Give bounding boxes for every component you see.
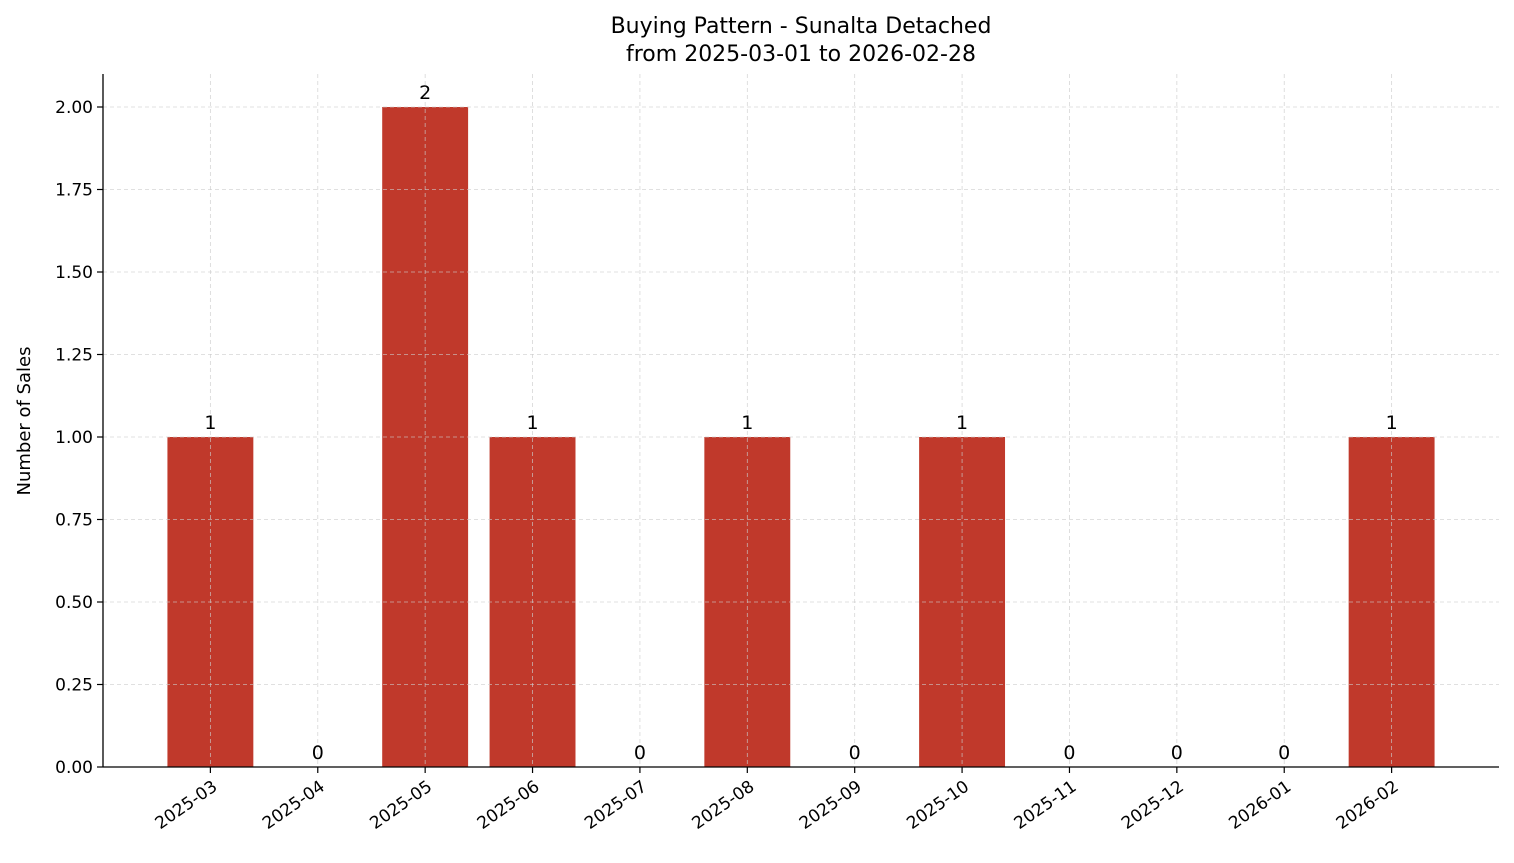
x-tick-label: 2026-02 [1333, 777, 1403, 834]
data-label: 0 [1063, 742, 1075, 764]
y-tick-label: 1.25 [55, 346, 93, 366]
x-tick-label: 2025-06 [474, 777, 544, 834]
data-label: 1 [741, 412, 753, 434]
x-tick-label: 2025-12 [1118, 777, 1188, 834]
x-tick-label: 2025-08 [689, 777, 759, 834]
data-label: 2 [419, 82, 431, 104]
x-tick-label: 2025-09 [796, 777, 866, 834]
x-tick-label: 2026-01 [1225, 777, 1295, 834]
data-label: 0 [634, 742, 646, 764]
data-label: 1 [204, 412, 216, 434]
x-tick-label: 2025-10 [903, 777, 973, 834]
chart-subtitle: from 2025-03-01 to 2026-02-28 [626, 42, 976, 67]
data-label: 1 [526, 412, 538, 434]
x-tick-label: 2025-05 [366, 777, 436, 834]
data-label: 1 [1386, 412, 1398, 434]
y-tick-label: 2.00 [55, 98, 93, 118]
y-tick-label: 0.25 [55, 676, 93, 696]
data-label: 1 [956, 412, 968, 434]
y-tick-label: 0.50 [55, 593, 93, 613]
chart-title: Buying Pattern - Sunalta Detached [611, 14, 992, 39]
y-tick-label: 1.50 [55, 263, 93, 283]
y-tick-label: 0.00 [55, 758, 93, 778]
data-label: 0 [1278, 742, 1290, 764]
x-tick-label: 2025-07 [581, 777, 651, 834]
data-label: 0 [849, 742, 861, 764]
data-label: 0 [312, 742, 324, 764]
data-label: 0 [1171, 742, 1183, 764]
x-tick-label: 2025-03 [152, 777, 222, 834]
y-axis-label: Number of Sales [14, 346, 35, 495]
y-tick-label: 0.75 [55, 511, 93, 531]
x-tick-label: 2025-11 [1011, 777, 1081, 834]
x-tick-label: 2025-04 [259, 777, 329, 834]
y-tick-label: 1.75 [55, 181, 93, 201]
y-tick-label: 1.00 [55, 428, 93, 448]
